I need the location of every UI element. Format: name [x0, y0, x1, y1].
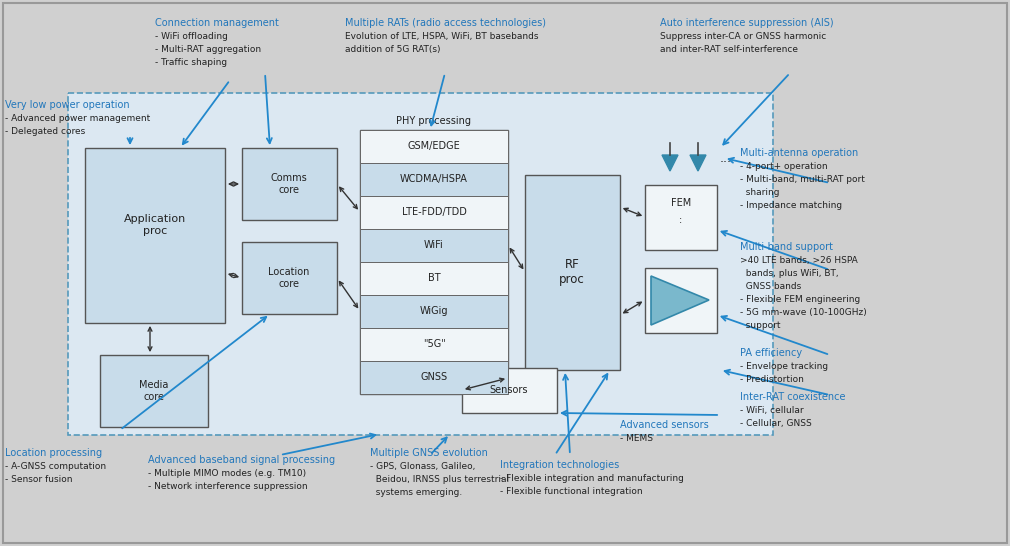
Polygon shape — [690, 155, 706, 171]
Text: Media
core: Media core — [139, 380, 169, 402]
Text: - Delegated cores: - Delegated cores — [5, 127, 85, 136]
Text: - Predistortion: - Predistortion — [740, 375, 804, 384]
Text: sharing: sharing — [740, 188, 780, 197]
Text: Multiple GNSS evolution: Multiple GNSS evolution — [370, 448, 488, 458]
Text: Connection management: Connection management — [155, 18, 279, 28]
Text: - Multi-band, multi-RAT port: - Multi-band, multi-RAT port — [740, 175, 865, 184]
Bar — [85, 148, 225, 323]
Bar — [68, 93, 773, 435]
Text: - WiFi offloading: - WiFi offloading — [155, 32, 228, 41]
Text: PA efficiency: PA efficiency — [740, 348, 802, 358]
Text: Advanced sensors: Advanced sensors — [620, 420, 709, 430]
Text: >40 LTE bands, >26 HSPA: >40 LTE bands, >26 HSPA — [740, 256, 857, 265]
Bar — [360, 295, 508, 328]
Text: :: : — [680, 215, 683, 225]
Text: Integration technologies: Integration technologies — [500, 460, 619, 470]
Text: addition of 5G RAT(s): addition of 5G RAT(s) — [345, 45, 440, 54]
Text: Multi-band support: Multi-band support — [740, 242, 833, 252]
Bar — [360, 130, 508, 394]
Text: RF
proc: RF proc — [560, 258, 585, 286]
Bar — [525, 175, 620, 370]
Text: WiGig: WiGig — [420, 306, 448, 316]
Text: Inter-RAT coexistence: Inter-RAT coexistence — [740, 392, 845, 402]
Text: - GPS, Glonass, Galileo,: - GPS, Glonass, Galileo, — [370, 462, 476, 471]
Text: FEM: FEM — [671, 198, 691, 208]
Bar — [462, 368, 557, 413]
Text: - Flexible functional integration: - Flexible functional integration — [500, 487, 642, 496]
Bar — [242, 242, 337, 314]
Text: Multiple RATs (radio access technologies): Multiple RATs (radio access technologies… — [345, 18, 546, 28]
Text: PHY processing: PHY processing — [397, 116, 472, 126]
Text: GNSS bands: GNSS bands — [740, 282, 801, 291]
Text: Comms
core: Comms core — [271, 173, 307, 195]
Text: and inter-RAT self-interference: and inter-RAT self-interference — [660, 45, 798, 54]
Bar — [645, 185, 717, 250]
Text: - A-GNSS computation: - A-GNSS computation — [5, 462, 106, 471]
Text: - WiFi, cellular: - WiFi, cellular — [740, 406, 804, 415]
Bar — [360, 130, 508, 163]
Text: Location processing: Location processing — [5, 448, 102, 458]
Text: Evolution of LTE, HSPA, WiFi, BT basebands: Evolution of LTE, HSPA, WiFi, BT baseban… — [345, 32, 538, 41]
Text: Very low power operation: Very low power operation — [5, 100, 129, 110]
Text: - Network interference suppression: - Network interference suppression — [148, 482, 308, 491]
Text: - 5G mm-wave (10-100GHz): - 5G mm-wave (10-100GHz) — [740, 308, 867, 317]
Text: - 4-port+ operation: - 4-port+ operation — [740, 162, 827, 171]
Bar — [360, 229, 508, 262]
Bar — [100, 355, 208, 427]
Text: Multi-antenna operation: Multi-antenna operation — [740, 148, 858, 158]
Text: support: support — [740, 321, 781, 330]
Text: Beidou, IRNSS plus terrestrial: Beidou, IRNSS plus terrestrial — [370, 475, 509, 484]
Polygon shape — [651, 276, 709, 325]
Text: - Advanced power management: - Advanced power management — [5, 114, 150, 123]
Text: GSM/EDGE: GSM/EDGE — [408, 141, 461, 151]
Text: BT: BT — [427, 273, 440, 283]
Text: systems emerging.: systems emerging. — [370, 488, 463, 497]
Text: - Envelope tracking: - Envelope tracking — [740, 362, 828, 371]
Text: Suppress inter-CA or GNSS harmonic: Suppress inter-CA or GNSS harmonic — [660, 32, 826, 41]
Text: - Flexible FEM engineering: - Flexible FEM engineering — [740, 295, 861, 304]
Bar — [360, 262, 508, 295]
Text: Sensors: Sensors — [490, 385, 528, 395]
Text: bands, plus WiFi, BT,: bands, plus WiFi, BT, — [740, 269, 838, 278]
Bar — [242, 148, 337, 220]
Text: - Flexible integration and manufacturing: - Flexible integration and manufacturing — [500, 474, 684, 483]
Text: - Cellular, GNSS: - Cellular, GNSS — [740, 419, 812, 428]
Text: WiFi: WiFi — [424, 240, 443, 250]
Text: GNSS: GNSS — [420, 372, 447, 382]
Bar — [645, 268, 717, 333]
Text: - Multi-RAT aggregation: - Multi-RAT aggregation — [155, 45, 262, 54]
Bar — [360, 328, 508, 361]
Text: ...: ... — [720, 152, 732, 165]
Bar — [360, 163, 508, 196]
Text: LTE-FDD/TDD: LTE-FDD/TDD — [402, 207, 467, 217]
Text: Auto interference suppression (AIS): Auto interference suppression (AIS) — [660, 18, 833, 28]
Text: - Impedance matching: - Impedance matching — [740, 201, 842, 210]
Text: WCDMA/HSPA: WCDMA/HSPA — [400, 174, 468, 184]
Text: - MEMS: - MEMS — [620, 434, 653, 443]
Text: - Sensor fusion: - Sensor fusion — [5, 475, 73, 484]
Bar — [360, 196, 508, 229]
Polygon shape — [662, 155, 678, 171]
Text: Advanced baseband signal processing: Advanced baseband signal processing — [148, 455, 335, 465]
Bar — [360, 361, 508, 394]
Text: Location
core: Location core — [269, 267, 310, 289]
Text: - Traffic shaping: - Traffic shaping — [155, 58, 227, 67]
Text: - Multiple MIMO modes (e.g. TM10): - Multiple MIMO modes (e.g. TM10) — [148, 469, 306, 478]
Text: "5G": "5G" — [422, 339, 445, 349]
Text: Application
proc: Application proc — [124, 214, 186, 236]
